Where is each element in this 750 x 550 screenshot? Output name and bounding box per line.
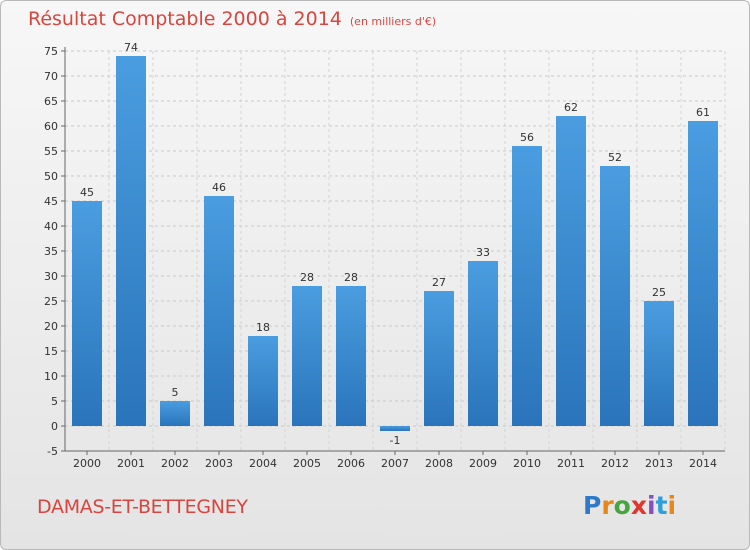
bar: [116, 56, 146, 426]
x-tick-label: 2002: [161, 457, 189, 470]
bar: [72, 201, 102, 426]
bar: [644, 301, 674, 426]
y-tick-label: 5: [51, 395, 58, 408]
data-label: 61: [696, 106, 710, 119]
bar: [248, 336, 278, 426]
y-tick-label: 40: [44, 220, 58, 233]
y-tick-label: -5: [47, 445, 58, 458]
data-label: 62: [564, 101, 578, 114]
data-label: 56: [520, 131, 534, 144]
y-tick-label: 60: [44, 120, 58, 133]
logo-letter: x: [630, 491, 647, 520]
logo-letter: t: [655, 491, 668, 520]
bar: [292, 286, 322, 426]
logo-letter: r: [601, 491, 614, 520]
x-tick-label: 2011: [557, 457, 585, 470]
data-label: 74: [124, 41, 138, 54]
x-tick-label: 2009: [469, 457, 497, 470]
logo-letter: i: [667, 491, 677, 520]
commune-name: DAMAS-ET-BETTEGNEY: [37, 496, 248, 518]
y-tick-label: 50: [44, 170, 58, 183]
y-tick-label: 75: [44, 45, 58, 58]
data-label: 27: [432, 276, 446, 289]
x-tick-label: 2000: [73, 457, 101, 470]
data-label: 28: [300, 271, 314, 284]
y-tick-label: 10: [44, 370, 58, 383]
bar: [204, 196, 234, 426]
x-tick-label: 2001: [117, 457, 145, 470]
y-tick-label: 70: [44, 70, 58, 83]
y-tick-label: 35: [44, 245, 58, 258]
chart-title: Résultat Comptable 2000 à 2014: [28, 8, 342, 30]
chart-header: Résultat Comptable 2000 à 2014 (en millie…: [28, 8, 436, 30]
data-label: 18: [256, 321, 270, 334]
data-label: 28: [344, 271, 358, 284]
x-tick-label: 2010: [513, 457, 541, 470]
data-label: 46: [212, 181, 226, 194]
bar: [600, 166, 630, 426]
y-tick-label: 20: [44, 320, 58, 333]
bar: [512, 146, 542, 426]
data-label: 33: [476, 246, 490, 259]
y-tick-label: 55: [44, 145, 58, 158]
grid-lines: [64, 50, 726, 452]
proxiti-logo: Proxiti: [583, 491, 676, 520]
bar: [336, 286, 366, 426]
x-tick-label: 2012: [601, 457, 629, 470]
data-label: 25: [652, 286, 666, 299]
x-tick-label: 2006: [337, 457, 365, 470]
x-tick-label: 2003: [205, 457, 233, 470]
chart-subtitle: (en milliers d'€): [349, 15, 437, 28]
logo-letter: P: [583, 491, 602, 520]
bar: [688, 121, 718, 426]
axes: -5 0 5 10 15 20 25 30 35 40 45 50 55 60 65 70 75 2000 2001…: [44, 45, 725, 470]
logo-letter: o: [613, 491, 631, 520]
bar: [468, 261, 498, 426]
x-tick-label: 2013: [645, 457, 673, 470]
y-tick-label: 15: [44, 345, 58, 358]
bar: [424, 291, 454, 426]
bar: [160, 401, 190, 426]
x-tick-label: 2008: [425, 457, 453, 470]
y-tick-label: 65: [44, 95, 58, 108]
data-label: 52: [608, 151, 622, 164]
y-tick-label: 45: [44, 195, 58, 208]
data-label: 45: [80, 186, 94, 199]
y-tick-label: 25: [44, 295, 58, 308]
bars: 45 74 5 46 18 28 28 -1 27 33 56 62 52 25 61: [72, 41, 718, 447]
logo-letter: i: [647, 491, 656, 520]
y-tick-label: 30: [44, 270, 58, 283]
data-label: -1: [390, 434, 401, 447]
x-tick-label: 2005: [293, 457, 321, 470]
x-tick-label: 2014: [689, 457, 717, 470]
x-tick-label: 2007: [381, 457, 409, 470]
bar: [380, 426, 410, 431]
x-tick-label: 2004: [249, 457, 277, 470]
data-label: 5: [172, 386, 179, 399]
y-tick-label: 0: [51, 420, 58, 433]
bar: [556, 116, 586, 426]
